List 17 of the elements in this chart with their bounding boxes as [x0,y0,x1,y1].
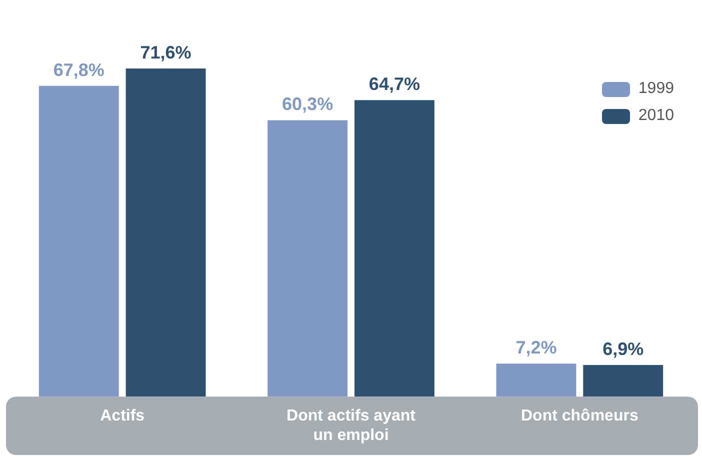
data-label: 7,2% [516,338,557,358]
data-label: 6,9% [602,338,644,359]
bar [126,68,206,397]
x-tick-label: Dont actifs ayant un emploi [286,408,416,444]
x-tick-label: Dont chômeurs [520,408,638,425]
data-label: 71,6% [140,42,192,62]
bar [354,100,434,397]
x-tick-label: Actifs [100,408,145,425]
data-label: 67,8% [53,60,104,80]
legend-label: 2010 [638,107,674,125]
data-label: 60,3% [282,94,334,114]
bar [496,364,576,397]
bar [583,364,664,397]
legend-label: 1999 [638,80,674,98]
bar [268,120,348,397]
bar [38,86,119,397]
data-label: 64,7% [368,74,420,94]
